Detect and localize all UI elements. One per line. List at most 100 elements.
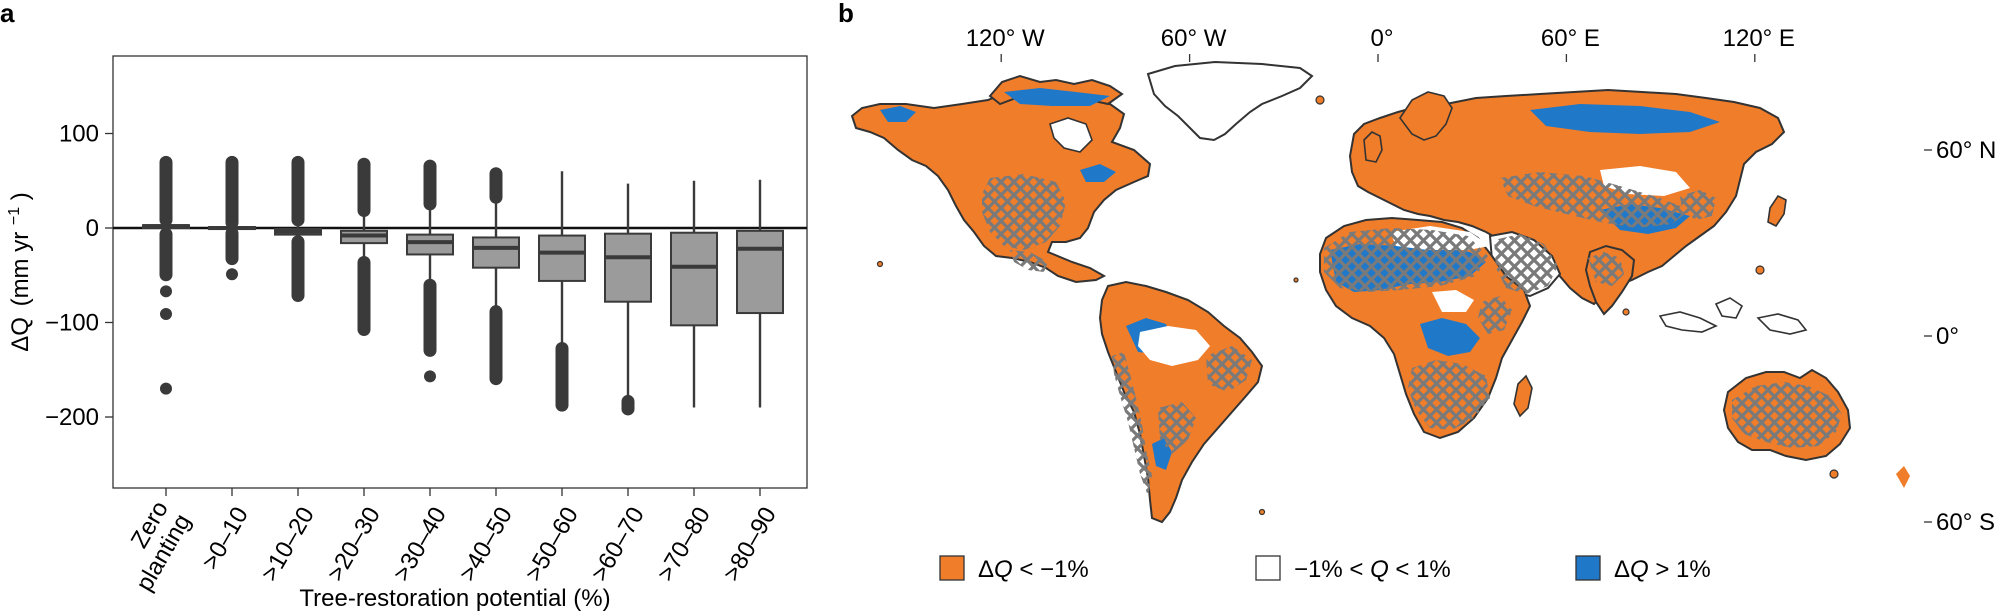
box-group [406, 159, 454, 383]
y-axis: 100 0 −100 −200 [45, 121, 113, 431]
landmass-greenland [1146, 60, 1314, 142]
island-iceland [1315, 95, 1325, 105]
y-tick-label: 0 [86, 215, 99, 242]
landmass-new-zealand [1896, 466, 1910, 488]
x-tick-label: >80–90 [718, 503, 782, 586]
x-axis: Zeroplanting >0–10 >10–20 >20–30 >30–40 >40–5… [126, 488, 782, 596]
hatch-region-sahara [1324, 228, 1488, 292]
legend-label-decrease-q: Q [994, 556, 1013, 583]
landmass-scandinavia [1399, 91, 1453, 141]
outlier-stack [489, 305, 503, 386]
island-hawaii [876, 260, 884, 268]
box-group [670, 180, 718, 408]
y-tick-label: −100 [45, 310, 99, 337]
y-axis-label-close: ) [7, 192, 34, 200]
y-tick-label: −200 [45, 404, 99, 431]
outlier-stack [159, 227, 173, 282]
x-tick-label-line: >80–90 [718, 503, 782, 586]
hatch-region-australia [1732, 382, 1842, 448]
x-tick-label-line: >20–30 [322, 503, 386, 586]
outlier-stack [423, 159, 437, 211]
landmass-new-guinea [1756, 313, 1808, 335]
panel-b-letter: b [838, 0, 854, 28]
legend-label-increase-q: Q [1630, 556, 1649, 583]
legend-item-neutral: −1% < Q < 1% [1255, 555, 1451, 583]
outlier-point [160, 307, 172, 320]
x-tick-label: >50–60 [520, 503, 584, 586]
outlier-stack [291, 155, 305, 227]
increase-region-alaska [880, 106, 916, 122]
box [406, 233, 454, 256]
outlier-stack [291, 235, 305, 303]
hatch-region-western-us [982, 174, 1066, 250]
hatch-region-central-asia [1500, 172, 1690, 228]
box-group [604, 183, 652, 416]
boxes [142, 155, 784, 416]
outlier-point [226, 268, 238, 281]
lat-tick-label: 0° [1936, 323, 1959, 350]
box-group [472, 167, 520, 386]
legend-item-decrease: ΔQ < −1% [939, 555, 1089, 583]
x-tick-label: >20–30 [322, 503, 386, 586]
legend-label-decrease: ΔQ < −1% [978, 556, 1089, 583]
lat-tick-label: 60° N [1936, 137, 1996, 164]
hatch-region-arabia [1494, 234, 1558, 294]
box-group [274, 155, 322, 303]
hatch-region-south-cone [1158, 402, 1196, 454]
x-tick-label: >40–50 [454, 503, 518, 586]
lon-tick-label: 0° [1371, 25, 1394, 52]
hatch-region-east-africa [1478, 296, 1512, 334]
legend-label-decrease-range: < −1% [1013, 556, 1089, 583]
island-philippines [1755, 265, 1765, 275]
x-axis-label: Tree-restoration potential (%) [299, 585, 610, 612]
hatch-region-east-china [1680, 190, 1716, 220]
outlier-point [160, 382, 172, 395]
outlier-stack [159, 155, 173, 227]
legend-item-increase: ΔQ > 1% [1575, 555, 1711, 583]
outlier-stack [621, 394, 635, 416]
legend-label-neutral-q: Q [1370, 556, 1389, 583]
box-group [538, 171, 586, 412]
lon-tick-label: 120° W [966, 25, 1045, 52]
increase-region-siberia [1530, 104, 1720, 134]
map-axes: 120° W 60° W 0° 60° E 120° E 60° N 0° 60° S [966, 25, 1997, 536]
world-map [850, 60, 1910, 524]
y-axis-label: ΔQ (mm yr −1 ) [0, 192, 34, 352]
legend-label-increase: ΔQ > 1% [1614, 556, 1711, 583]
x-tick-label: >30–40 [388, 503, 452, 586]
y-axis-label-symbol: ΔQ [7, 317, 34, 352]
outlier-point [424, 370, 436, 383]
increase-region-east-canada [1080, 164, 1116, 182]
y-axis-label-exponent: −1 [6, 207, 23, 225]
x-tick-label: >70–80 [652, 503, 716, 586]
panel-b-map: b [838, 0, 1996, 583]
x-tick-label-line: >70–80 [652, 503, 716, 586]
outlier-stack [225, 226, 239, 266]
landmass-british-isles [1363, 131, 1383, 163]
box [472, 236, 520, 269]
lat-tick-label: 60° S [1936, 509, 1995, 536]
x-tick-label: >60–70 [586, 503, 650, 586]
increase-region-arctic-canada [1004, 88, 1110, 106]
island-falklands [1258, 508, 1266, 516]
outlier-stack [357, 157, 371, 217]
y-tick-label: 100 [59, 121, 99, 148]
x-tick-label-line: >10–20 [256, 503, 320, 586]
hatch-region-brazil-east [1206, 346, 1252, 392]
outlier-stack [225, 155, 239, 230]
legend-label-increase-range: > 1% [1649, 556, 1711, 583]
panel-a-letter: a [0, 0, 15, 28]
island-tasmania [1829, 469, 1839, 479]
box [604, 232, 652, 303]
box-group [736, 179, 784, 408]
box [736, 229, 784, 315]
minor-islands [876, 95, 1839, 516]
neutral-region-central-africa [1432, 290, 1474, 312]
legend-label-neutral-high: < 1% [1389, 556, 1451, 583]
box-group [142, 155, 190, 395]
y-axis-label-unit: (mm yr [7, 232, 34, 307]
water-hudson-bay [1049, 117, 1093, 153]
box-group [208, 155, 256, 281]
outlier-stack [423, 278, 437, 357]
lon-tick-label: 120° E [1723, 25, 1795, 52]
